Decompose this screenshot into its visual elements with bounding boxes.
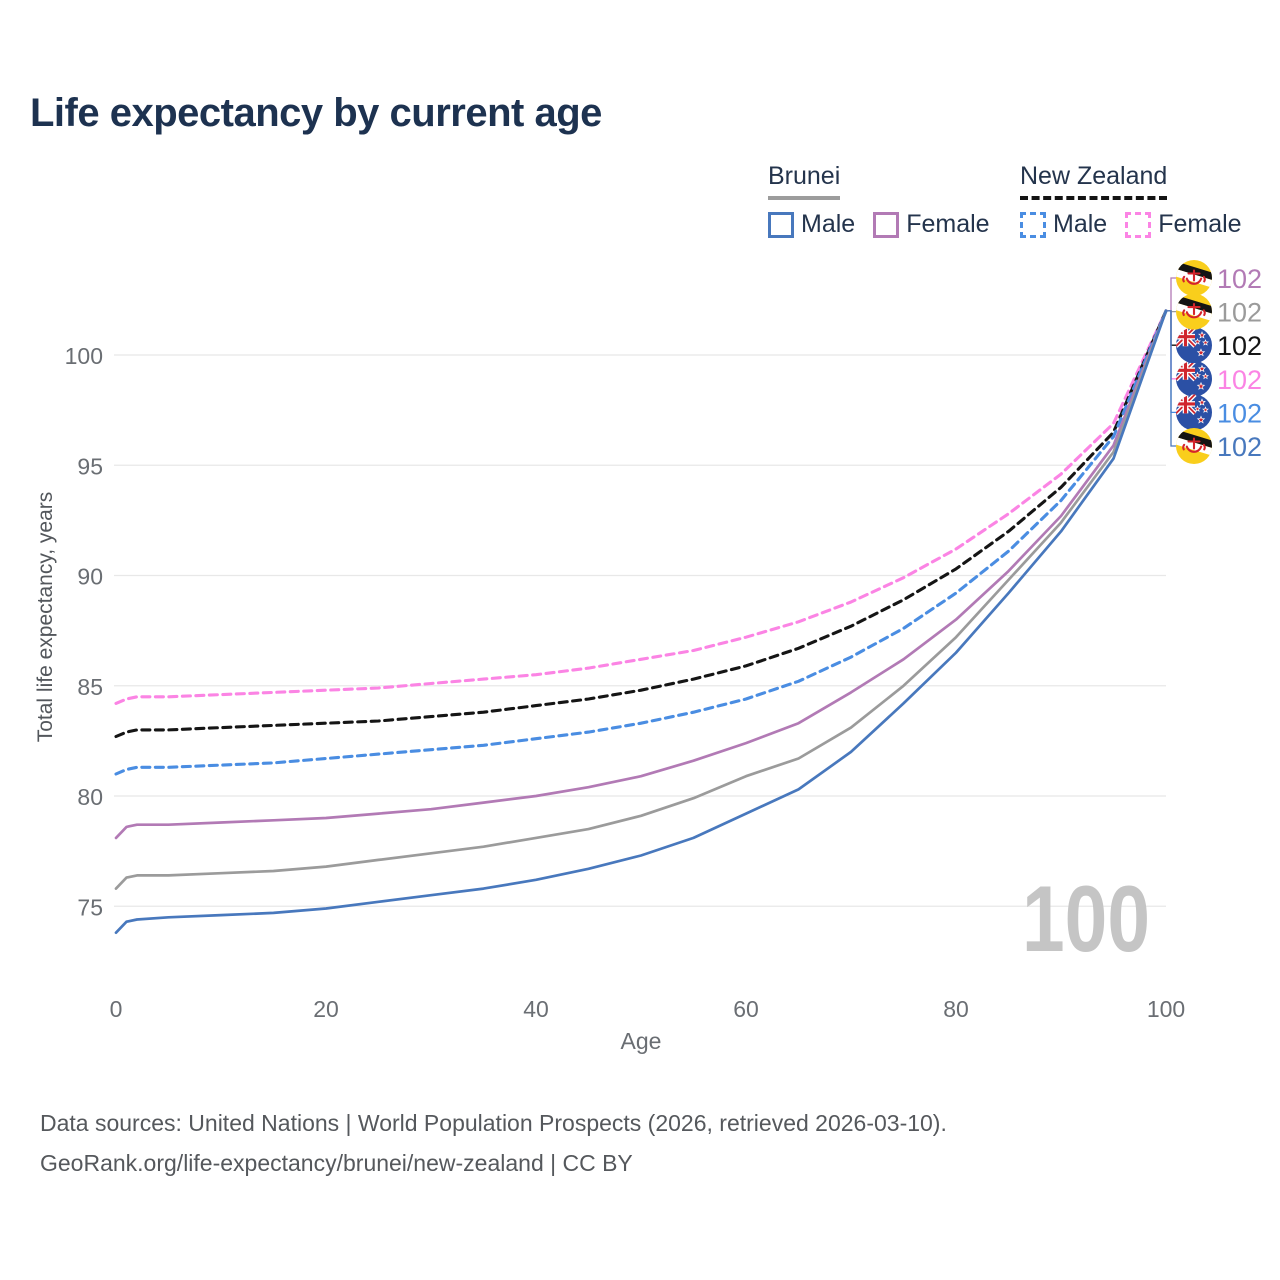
legend-item-brunei-male[interactable]: Male (768, 210, 855, 239)
legend-item-nz-female[interactable]: Female (1125, 210, 1242, 239)
series-line-brunei-male[interactable] (114, 309, 1168, 935)
series-end-value-label: 102 (1217, 398, 1262, 428)
x-tick-label-100: 100 (1147, 996, 1185, 1022)
footer-attribution: GeoRank.org/life-expectancy/brunei/new-z… (40, 1150, 633, 1176)
x-tick-label-20: 20 (313, 996, 339, 1022)
legend-label-brunei-female: Female (906, 210, 990, 238)
y-tick-label-90: 90 (77, 564, 103, 590)
series-end-value-label: 102 (1217, 331, 1262, 361)
legend-country-new-zealand[interactable]: New Zealand (1020, 162, 1168, 200)
series-line-brunei-female[interactable] (114, 309, 1168, 840)
legend-item-nz-male[interactable]: Male (1020, 210, 1107, 239)
series-end-value-label: 102 (1217, 432, 1262, 462)
new-zealand-flag-icon (1176, 394, 1212, 431)
brunei-flag-icon (1176, 293, 1212, 330)
legend-label-brunei-male: Male (801, 210, 856, 238)
series-end-value-label: 102 (1217, 264, 1262, 294)
page-title: Life expectancy by current age (30, 91, 602, 135)
y-tick-label-95: 95 (77, 453, 103, 479)
end-label-leader-line (1166, 310, 1176, 447)
series-end-value-label: 102 (1217, 365, 1262, 395)
legend-item-brunei-female[interactable]: Female (873, 210, 990, 239)
legend-row-brunei: Male Female (768, 210, 1008, 239)
end-label-leader-line (1166, 277, 1176, 312)
brunei-female-swatch-icon (873, 211, 900, 238)
series-end-value-label: 102 (1217, 298, 1262, 328)
x-tick-label-0: 0 (110, 996, 123, 1022)
y-tick-label-100: 100 (65, 343, 103, 369)
legend-group-new-zealand: New Zealand Male Female (1020, 162, 1260, 239)
legend-label-nz-male: Male (1053, 210, 1108, 238)
brunei-male-swatch-icon (768, 211, 794, 238)
legend-country-brunei[interactable]: Brunei (768, 162, 841, 200)
series-line-new-zealand-both[interactable] (114, 309, 1168, 739)
legend-group-brunei: Brunei Male Female (768, 162, 1008, 239)
brunei-flag-icon (1176, 428, 1212, 464)
y-tick-label-85: 85 (77, 674, 103, 700)
nz-male-swatch-icon (1020, 211, 1046, 238)
current-age-watermark: 100 (1022, 866, 1150, 971)
x-tick-label-60: 60 (733, 996, 759, 1022)
series-line-new-zealand-male[interactable] (114, 309, 1168, 776)
nz-female-swatch-icon (1125, 211, 1152, 238)
legend-row-new-zealand: Male Female (1020, 210, 1260, 239)
series-line-brunei-both[interactable] (114, 309, 1168, 890)
x-tick-label-40: 40 (523, 996, 549, 1022)
x-axis-title: Age (620, 1028, 662, 1054)
footer-data-sources: Data sources: United Nations | World Pop… (40, 1110, 947, 1136)
new-zealand-flag-icon (1176, 327, 1212, 364)
new-zealand-flag-icon (1176, 360, 1212, 397)
brunei-flag-icon (1176, 260, 1212, 296)
series-line-new-zealand-female[interactable] (114, 309, 1168, 705)
y-axis-title: Total life expectancy, years (34, 491, 57, 743)
legend-label-nz-female: Female (1158, 210, 1242, 238)
y-tick-label-80: 80 (77, 784, 103, 810)
y-tick-label-75: 75 (77, 894, 103, 920)
x-tick-label-80: 80 (943, 996, 969, 1022)
